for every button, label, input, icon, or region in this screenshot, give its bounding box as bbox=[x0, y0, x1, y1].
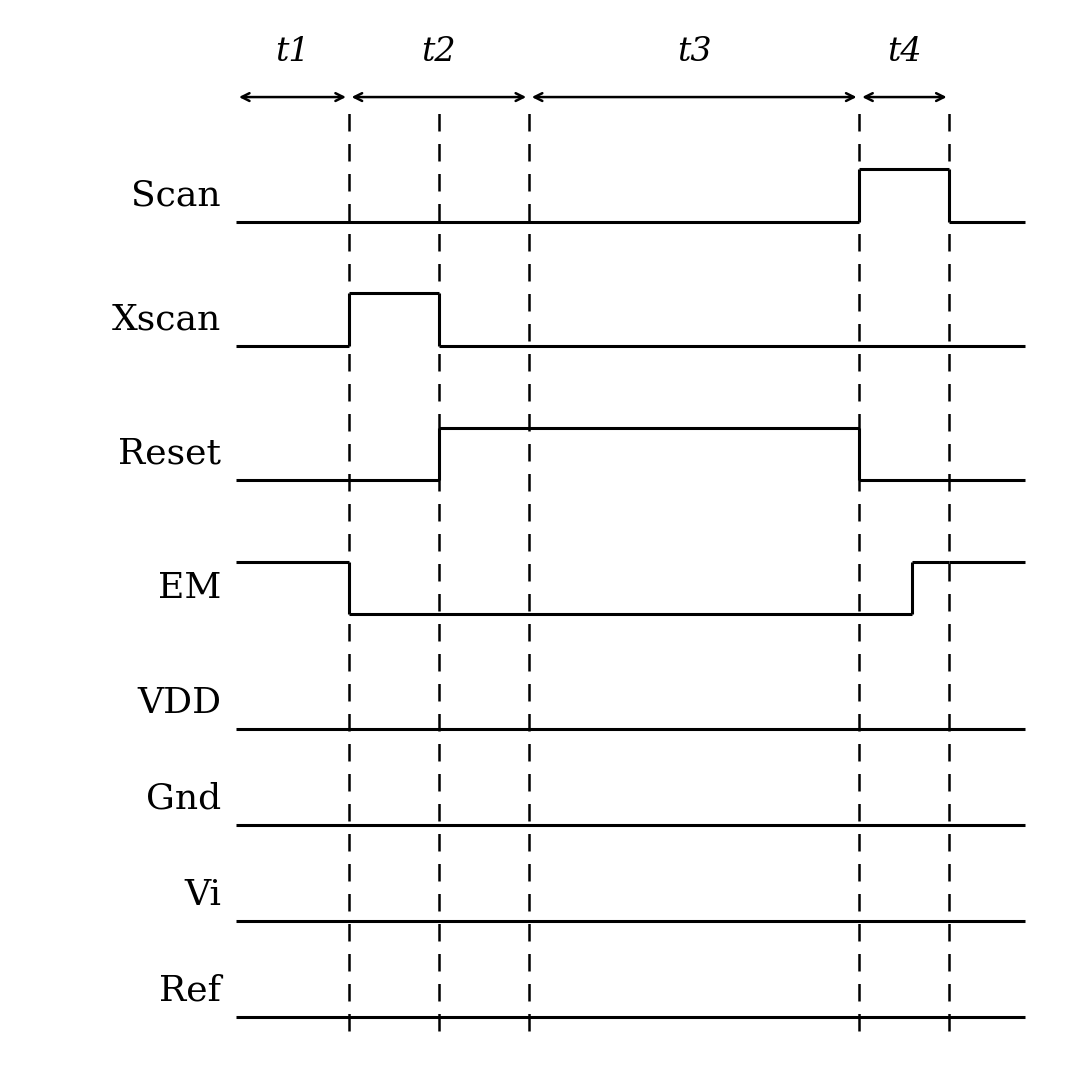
Text: Ref: Ref bbox=[159, 973, 221, 1007]
Text: Vi: Vi bbox=[184, 878, 221, 911]
Text: VDD: VDD bbox=[137, 686, 221, 720]
Text: t3: t3 bbox=[677, 36, 712, 68]
Text: Gnd: Gnd bbox=[146, 782, 221, 816]
Text: Reset: Reset bbox=[119, 437, 221, 471]
Text: Scan: Scan bbox=[132, 178, 221, 213]
Text: EM: EM bbox=[158, 571, 221, 605]
Text: t2: t2 bbox=[421, 36, 456, 68]
Text: Xscan: Xscan bbox=[112, 303, 221, 336]
Text: t4: t4 bbox=[887, 36, 922, 68]
Text: t1: t1 bbox=[275, 36, 310, 68]
